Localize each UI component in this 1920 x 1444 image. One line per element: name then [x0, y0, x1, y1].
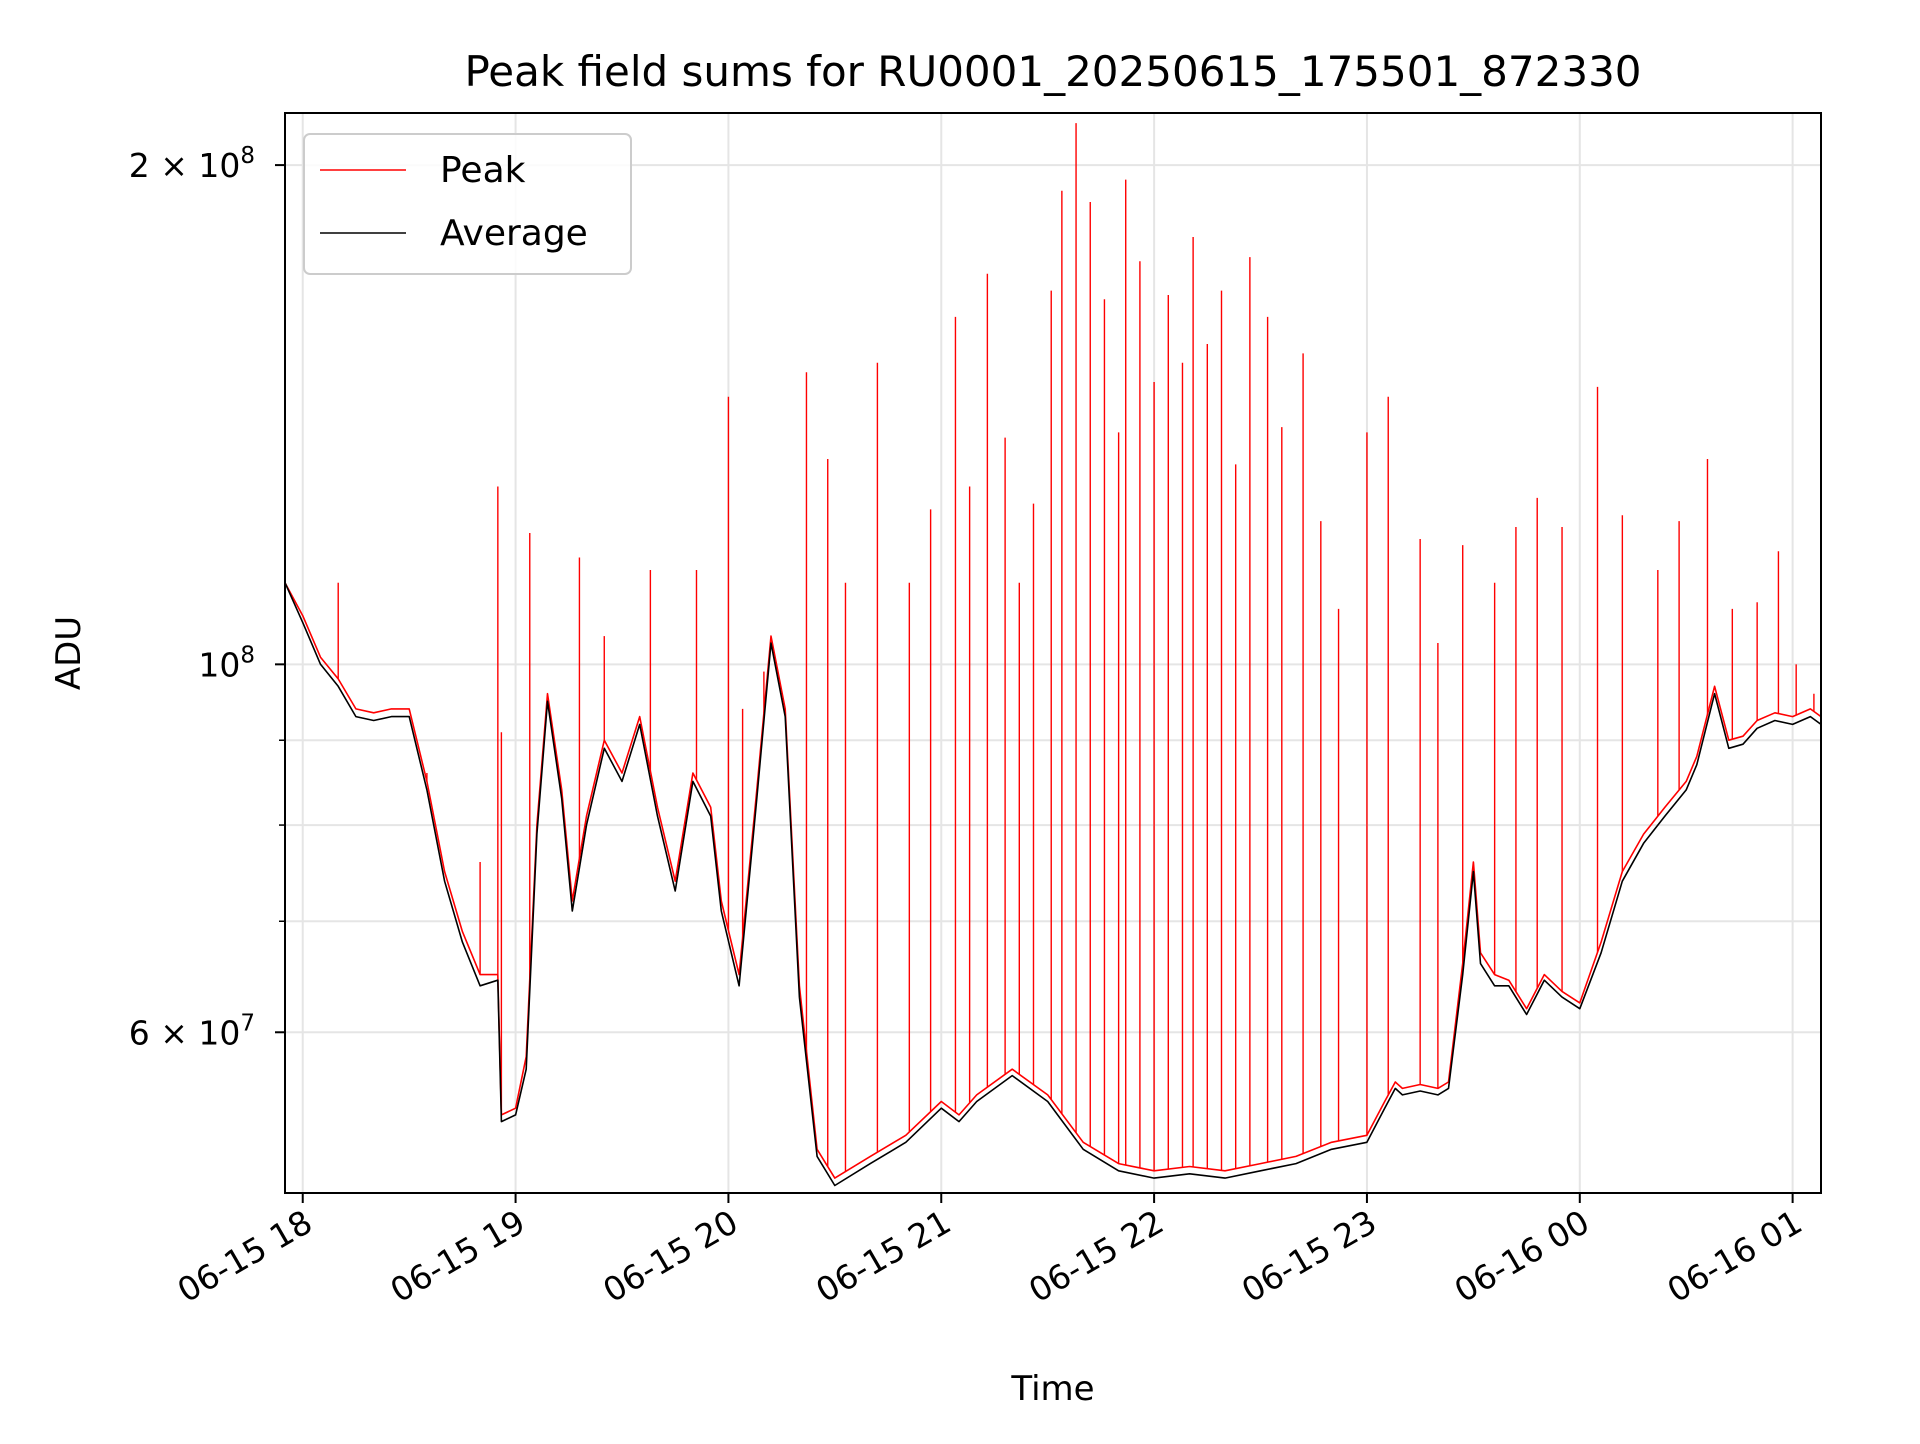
legend: Peak Average	[303, 133, 632, 275]
y-axis: 6 × 107 108 2 × 108	[129, 143, 285, 1052]
x-tick-label: 06-15 20	[596, 1202, 744, 1310]
x-tick-label: 06-16 01	[1661, 1202, 1809, 1310]
x-tick-label: 06-15 22	[1022, 1202, 1170, 1310]
average-series-line	[284, 582, 1822, 1187]
plot-frame	[284, 112, 1822, 1194]
x-tick-label: 06-15 19	[384, 1202, 532, 1310]
legend-box	[303, 133, 632, 275]
series-layer	[284, 123, 1822, 1187]
y-axis-title: ADU	[49, 616, 89, 690]
y-tick-label: 108	[198, 642, 255, 684]
x-tick-label: 06-15 18	[171, 1202, 319, 1310]
peak-series-line	[284, 582, 1822, 1179]
x-tick-label: 06-16 00	[1448, 1202, 1596, 1310]
x-axis: 06-15 18 06-15 19 06-15 20 06-15 21 06-15 22…	[171, 1193, 1809, 1310]
x-axis-title: Time	[1010, 1369, 1094, 1409]
x-tick-label: 06-15 23	[1235, 1202, 1383, 1310]
y-tick-label: 2 × 108	[129, 143, 255, 185]
y-tick-label: 6 × 107	[129, 1010, 255, 1052]
x-tick-label: 06-15 21	[809, 1202, 957, 1310]
legend-label-average: Average	[440, 213, 588, 254]
chart-title: Peak field sums for RU0001_20250615_1755…	[464, 47, 1641, 96]
legend-label-peak: Peak	[440, 150, 526, 191]
